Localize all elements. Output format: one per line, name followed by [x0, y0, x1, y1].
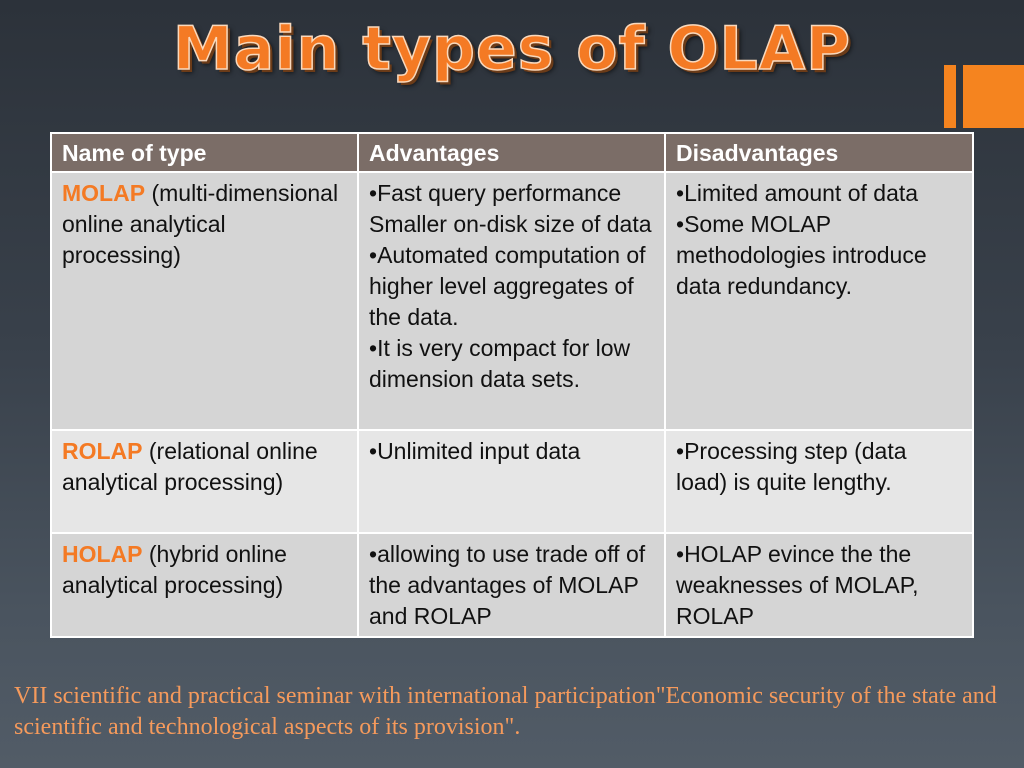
cell-type-name: ROLAP (relational online analytical proc…: [50, 429, 359, 534]
table-row-holap: HOLAP (hybrid online analytical processi…: [50, 532, 974, 638]
header-disadvantages: Disadvantages: [664, 132, 974, 173]
cell-advantages: allowing to use trade off of the advanta…: [357, 532, 666, 638]
type-description: (multi-dimensional online analytical pro…: [62, 180, 339, 268]
cell-type-name: HOLAP (hybrid online analytical processi…: [50, 532, 359, 638]
cell-disadvantages: Limited amount of data Some MOLAP method…: [664, 171, 974, 431]
disadvantage-item: Some MOLAP methodologies introduce data …: [676, 209, 964, 302]
footer-caption: VII scientific and practical seminar wit…: [14, 683, 997, 740]
decorative-bar-thin: [944, 65, 956, 128]
cell-disadvantages: HOLAP evince the the weaknesses of MOLAP…: [664, 532, 974, 638]
advantage-item: allowing to use trade off of the advanta…: [369, 539, 656, 632]
type-name-rolap: ROLAP: [62, 438, 143, 464]
olap-types-table: Name of type Advantages Disadvantages MO…: [50, 132, 974, 638]
disadvantage-item: Processing step (data load) is quite len…: [676, 436, 964, 498]
type-description: (relational online analytical processing…: [62, 438, 318, 495]
cell-type-name: MOLAP (multi-dimensional online analytic…: [50, 171, 359, 431]
table-row-molap: MOLAP (multi-dimensional online analytic…: [50, 171, 974, 431]
header-name-of-type: Name of type: [50, 132, 359, 173]
decorative-bar-thick: [963, 65, 1024, 128]
header-advantages: Advantages: [357, 132, 666, 173]
cell-disadvantages: Processing step (data load) is quite len…: [664, 429, 974, 534]
table-header-row: Name of type Advantages Disadvantages: [50, 132, 974, 173]
slide-title: Main types of OLAP: [172, 13, 852, 85]
advantage-item: Unlimited input data: [369, 436, 656, 467]
type-name-holap: HOLAP: [62, 541, 143, 567]
cell-advantages: Unlimited input data: [357, 429, 666, 534]
disadvantage-item: Limited amount of data: [676, 178, 964, 209]
cell-advantages: Fast query performance Smaller on-disk s…: [357, 171, 666, 431]
advantage-item: Automated computation of higher level ag…: [369, 240, 656, 333]
advantage-item: Fast query performance Smaller on-disk s…: [369, 178, 656, 240]
advantage-item: It is very compact for low dimension dat…: [369, 333, 656, 395]
type-name-molap: MOLAP: [62, 180, 146, 206]
type-description: (hybrid online analytical processing): [62, 541, 287, 598]
disadvantage-item: HOLAP evince the the weaknesses of MOLAP…: [676, 539, 964, 632]
table-row-rolap: ROLAP (relational online analytical proc…: [50, 429, 974, 534]
